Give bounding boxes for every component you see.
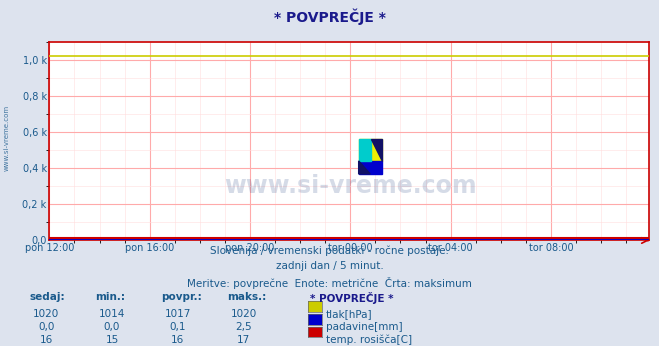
Bar bbox=[358, 139, 371, 161]
Text: 1017: 1017 bbox=[165, 309, 191, 319]
Text: 2,5: 2,5 bbox=[235, 322, 252, 332]
Text: 1020: 1020 bbox=[231, 309, 257, 319]
Bar bbox=[358, 139, 382, 161]
Polygon shape bbox=[358, 161, 370, 174]
Text: Meritve: povprečne  Enote: metrične  Črta: maksimum: Meritve: povprečne Enote: metrične Črta:… bbox=[187, 277, 472, 289]
Bar bbox=[358, 161, 382, 174]
Text: 1020: 1020 bbox=[33, 309, 59, 319]
Text: 0,0: 0,0 bbox=[104, 322, 120, 332]
Text: * POVPREČJE *: * POVPREČJE * bbox=[310, 292, 393, 304]
Text: tlak[hPa]: tlak[hPa] bbox=[326, 309, 372, 319]
Text: temp. rosišča[C]: temp. rosišča[C] bbox=[326, 335, 412, 345]
Text: 1014: 1014 bbox=[99, 309, 125, 319]
Text: min.:: min.: bbox=[96, 292, 126, 302]
Text: povpr.:: povpr.: bbox=[161, 292, 202, 302]
Text: 0,1: 0,1 bbox=[169, 322, 186, 332]
Text: zadnji dan / 5 minut.: zadnji dan / 5 minut. bbox=[275, 261, 384, 271]
Text: 15: 15 bbox=[105, 335, 119, 345]
Text: sedaj:: sedaj: bbox=[30, 292, 65, 302]
Text: maks.:: maks.: bbox=[227, 292, 267, 302]
Text: 0,0: 0,0 bbox=[38, 322, 54, 332]
Text: 16: 16 bbox=[40, 335, 53, 345]
Text: 17: 17 bbox=[237, 335, 250, 345]
Text: www.si-vreme.com: www.si-vreme.com bbox=[3, 105, 10, 172]
Text: padavine[mm]: padavine[mm] bbox=[326, 322, 402, 332]
Polygon shape bbox=[371, 139, 382, 161]
Text: www.si-vreme.com: www.si-vreme.com bbox=[224, 174, 476, 198]
Text: Slovenija / vremenski podatki - ročne postaje.: Slovenija / vremenski podatki - ročne po… bbox=[210, 246, 449, 256]
Text: * POVPREČJE *: * POVPREČJE * bbox=[273, 9, 386, 25]
Text: 16: 16 bbox=[171, 335, 185, 345]
